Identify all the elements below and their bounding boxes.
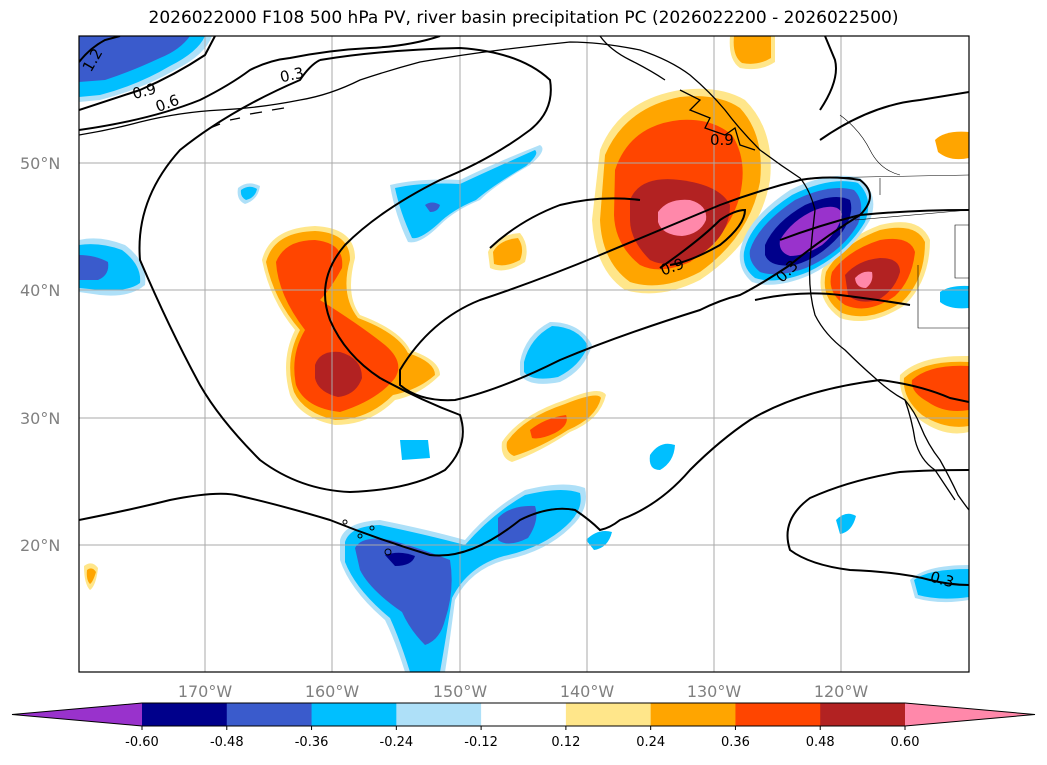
precip-region-w-blue xyxy=(79,255,109,280)
pv-contour-0-9-east xyxy=(659,208,747,269)
pv-contour-0-9-inner xyxy=(489,197,641,249)
colorbar-segment xyxy=(565,703,652,726)
colorbar: -0.60 -0.48 -0.36 -0.24 -0.12 0.12 0.24 0.36 0.4… xyxy=(11,702,1036,750)
plot-frame xyxy=(78,35,970,673)
precip-region-cyan-28b xyxy=(649,443,675,470)
pv-contour-0-9-nw xyxy=(79,36,216,111)
colorbar-tick-label: -0.48 xyxy=(210,735,244,750)
precip-region-streak-red xyxy=(530,415,567,439)
map-title: 2026022000 F108 500 hPa PV, river basin … xyxy=(148,8,899,28)
pv-contour-0-3-big-loop xyxy=(138,46,552,494)
coastline-alaska-top xyxy=(599,36,666,81)
precip-region-bc-pink xyxy=(658,199,707,236)
precip-region-small-1b xyxy=(493,238,523,266)
pv-contour-se-loop xyxy=(786,469,969,586)
contour-label-0-3-se: 0.3 xyxy=(928,568,956,592)
lon-label-130w: 130°W xyxy=(687,682,742,701)
precip-region-se-cyan xyxy=(914,569,969,599)
gridlines xyxy=(79,36,969,672)
pv-contour-0-3-main xyxy=(79,378,969,557)
colorbar-tick-label: 0.60 xyxy=(891,735,920,750)
lat-label-30n: 30°N xyxy=(20,409,60,428)
precip-region-cyan-28 xyxy=(400,440,430,460)
precip-region-ca-dark xyxy=(845,258,900,302)
precip-region-hi-blue2 xyxy=(498,505,537,544)
lat-label-50n: 50°N xyxy=(20,154,60,173)
colorbar-segment xyxy=(311,703,397,726)
pv-contour-right-low xyxy=(754,292,911,306)
precip-region-cyan-40-right xyxy=(940,285,969,309)
pv-contour-1-2 xyxy=(79,36,121,63)
colorbar-extend-low xyxy=(12,703,142,726)
precip-region-small-yellow-b xyxy=(86,568,96,584)
lon-label-140w: 140°W xyxy=(560,682,615,701)
colorbar-segment xyxy=(396,703,482,726)
colorbar-segment xyxy=(226,703,313,726)
colorbar-tick-label: -0.36 xyxy=(295,735,329,750)
coastlines xyxy=(79,36,969,511)
hawaii-islands xyxy=(342,519,392,556)
lon-label-170w: 170°W xyxy=(178,682,233,701)
pv-contour-0-6-nw xyxy=(79,36,441,131)
precip-region-hi-navy xyxy=(385,552,415,566)
pv-contour-right-mid2 xyxy=(779,209,969,241)
colorbar-tick-label: 0.36 xyxy=(721,735,750,750)
colorbar-segment xyxy=(142,703,228,726)
colorbar-segment xyxy=(650,703,736,726)
coastline-alaska xyxy=(79,41,816,211)
precip-region-hi-blue xyxy=(355,538,452,645)
contour-label-0-9-nw: 0.9 xyxy=(130,79,158,103)
precip-region-top-orange xyxy=(733,36,771,64)
lat-label-20n: 20°N xyxy=(20,536,60,555)
lon-label-120w: 120°W xyxy=(814,682,869,701)
lon-label-160w: 160°W xyxy=(305,682,360,701)
precip-region-right-north xyxy=(935,131,969,160)
coastline-baja xyxy=(904,399,956,501)
aleutian-islands xyxy=(209,107,285,129)
colorbar-tick-label: -0.24 xyxy=(380,735,414,750)
precip-region-or-purple xyxy=(779,206,842,256)
pv-contours xyxy=(79,36,969,586)
precip-region-mid-cyan xyxy=(395,150,537,239)
colorbar-tick-label: 0.24 xyxy=(636,735,665,750)
contour-label-0-9-bc: 0.9 xyxy=(710,131,734,149)
precip-region-pac-dark xyxy=(315,351,362,397)
colorbar-extend-high xyxy=(905,703,1035,726)
pv-contour-right-mid xyxy=(819,91,969,141)
colorbar-segment xyxy=(820,703,906,726)
colorbar-segment xyxy=(735,703,821,726)
lat-label-40n: 40°N xyxy=(20,281,60,300)
longitude-labels: 170°W 160°W 150°W 140°W 130°W 120°W xyxy=(178,682,869,701)
precip-region-ca-pink xyxy=(855,271,873,288)
contour-label-0-3-top: 0.3 xyxy=(278,64,305,87)
colorbar-tick-label: -0.12 xyxy=(464,735,498,750)
lon-label-150w: 150°W xyxy=(433,682,488,701)
precip-region-mid-blue xyxy=(425,202,440,212)
colorbar-tick-label: -0.60 xyxy=(125,735,159,750)
precip-region-cyan-35b xyxy=(524,326,588,379)
colorbar-tick-label: 0.12 xyxy=(551,735,580,750)
colorbar-segment xyxy=(481,703,567,726)
pv-contour-right-curve xyxy=(819,36,837,111)
latitude-labels: 50°N 40°N 30°N 20°N xyxy=(20,154,60,555)
colorbar-tick-label: 0.48 xyxy=(806,735,835,750)
precip-region-nw-blue xyxy=(79,36,190,82)
coastline-west-coast xyxy=(808,209,969,511)
coastline-bc-islands xyxy=(679,89,756,151)
precip-region-small-2b xyxy=(240,186,257,200)
